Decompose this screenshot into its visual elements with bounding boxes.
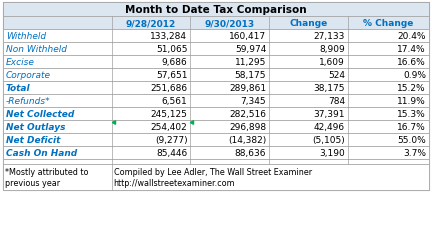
Text: 88,636: 88,636 bbox=[235, 148, 266, 157]
Text: 20.4%: 20.4% bbox=[397, 32, 426, 41]
Text: Compiled by Lee Adler, The Wall Street Examiner: Compiled by Lee Adler, The Wall Street E… bbox=[114, 167, 312, 176]
Text: http://wallstreetexaminer.com: http://wallstreetexaminer.com bbox=[114, 178, 235, 188]
Text: Net Collected: Net Collected bbox=[6, 109, 74, 118]
Text: Month to Date Tax Comparison: Month to Date Tax Comparison bbox=[125, 5, 307, 15]
Text: 57,651: 57,651 bbox=[156, 71, 187, 80]
Text: 15.3%: 15.3% bbox=[397, 109, 426, 118]
Bar bbox=[3, 30, 429, 43]
Text: 7,345: 7,345 bbox=[241, 96, 266, 106]
Text: 15.2%: 15.2% bbox=[397, 84, 426, 93]
Bar bbox=[3, 3, 429, 190]
Bar bbox=[3, 56, 429, 69]
Text: 160,417: 160,417 bbox=[229, 32, 266, 41]
Text: 9/28/2012: 9/28/2012 bbox=[126, 19, 176, 28]
Text: 524: 524 bbox=[328, 71, 345, 80]
Bar bbox=[3, 146, 429, 159]
Text: -Refunds*: -Refunds* bbox=[6, 96, 51, 106]
Text: 27,133: 27,133 bbox=[314, 32, 345, 41]
Text: Net Outlays: Net Outlays bbox=[6, 122, 66, 131]
Text: 1,609: 1,609 bbox=[319, 58, 345, 67]
Text: (5,105): (5,105) bbox=[312, 135, 345, 144]
Text: Withheld: Withheld bbox=[6, 32, 46, 41]
Text: previous year: previous year bbox=[5, 178, 60, 188]
Text: 8,909: 8,909 bbox=[319, 45, 345, 54]
Text: 58,175: 58,175 bbox=[235, 71, 266, 80]
Text: 0.9%: 0.9% bbox=[403, 71, 426, 80]
Bar bbox=[3, 43, 429, 56]
Text: 16.6%: 16.6% bbox=[397, 58, 426, 67]
Text: 16.7%: 16.7% bbox=[397, 122, 426, 131]
Text: 9,686: 9,686 bbox=[162, 58, 187, 67]
Text: 38,175: 38,175 bbox=[314, 84, 345, 93]
Text: Non Withheld: Non Withheld bbox=[6, 45, 67, 54]
Text: 17.4%: 17.4% bbox=[397, 45, 426, 54]
Bar bbox=[3, 159, 429, 164]
Bar bbox=[3, 3, 429, 17]
Text: 245,125: 245,125 bbox=[151, 109, 187, 118]
Bar bbox=[3, 82, 429, 95]
Text: 3.7%: 3.7% bbox=[403, 148, 426, 157]
Text: 254,402: 254,402 bbox=[151, 122, 187, 131]
Text: 85,446: 85,446 bbox=[156, 148, 187, 157]
Bar bbox=[3, 164, 429, 190]
Text: 6,561: 6,561 bbox=[162, 96, 187, 106]
Bar bbox=[3, 108, 429, 121]
Text: Corporate: Corporate bbox=[6, 71, 51, 80]
Text: Net Deficit: Net Deficit bbox=[6, 135, 60, 144]
Text: 282,516: 282,516 bbox=[229, 109, 266, 118]
Text: 289,861: 289,861 bbox=[229, 84, 266, 93]
Text: Change: Change bbox=[289, 19, 328, 28]
Text: 59,974: 59,974 bbox=[235, 45, 266, 54]
Text: *Mostly attributed to: *Mostly attributed to bbox=[5, 167, 89, 176]
Text: 296,898: 296,898 bbox=[229, 122, 266, 131]
Text: 251,686: 251,686 bbox=[150, 84, 187, 93]
Text: 784: 784 bbox=[328, 96, 345, 106]
Text: 133,284: 133,284 bbox=[150, 32, 187, 41]
Bar bbox=[3, 95, 429, 108]
Text: 3,190: 3,190 bbox=[319, 148, 345, 157]
Text: 55.0%: 55.0% bbox=[397, 135, 426, 144]
Text: Total: Total bbox=[6, 84, 31, 93]
Text: 37,391: 37,391 bbox=[314, 109, 345, 118]
Text: 11.9%: 11.9% bbox=[397, 96, 426, 106]
Text: Cash On Hand: Cash On Hand bbox=[6, 148, 77, 157]
Text: 42,496: 42,496 bbox=[314, 122, 345, 131]
Text: 51,065: 51,065 bbox=[156, 45, 187, 54]
Text: (14,382): (14,382) bbox=[228, 135, 266, 144]
Text: 11,295: 11,295 bbox=[235, 58, 266, 67]
Text: Excise: Excise bbox=[6, 58, 35, 67]
Bar bbox=[3, 69, 429, 82]
Text: 9/30/2013: 9/30/2013 bbox=[205, 19, 255, 28]
Bar bbox=[3, 121, 429, 133]
Text: (9,277): (9,277) bbox=[155, 135, 187, 144]
Text: % Change: % Change bbox=[363, 19, 414, 28]
Bar bbox=[3, 133, 429, 146]
Bar bbox=[3, 17, 429, 30]
